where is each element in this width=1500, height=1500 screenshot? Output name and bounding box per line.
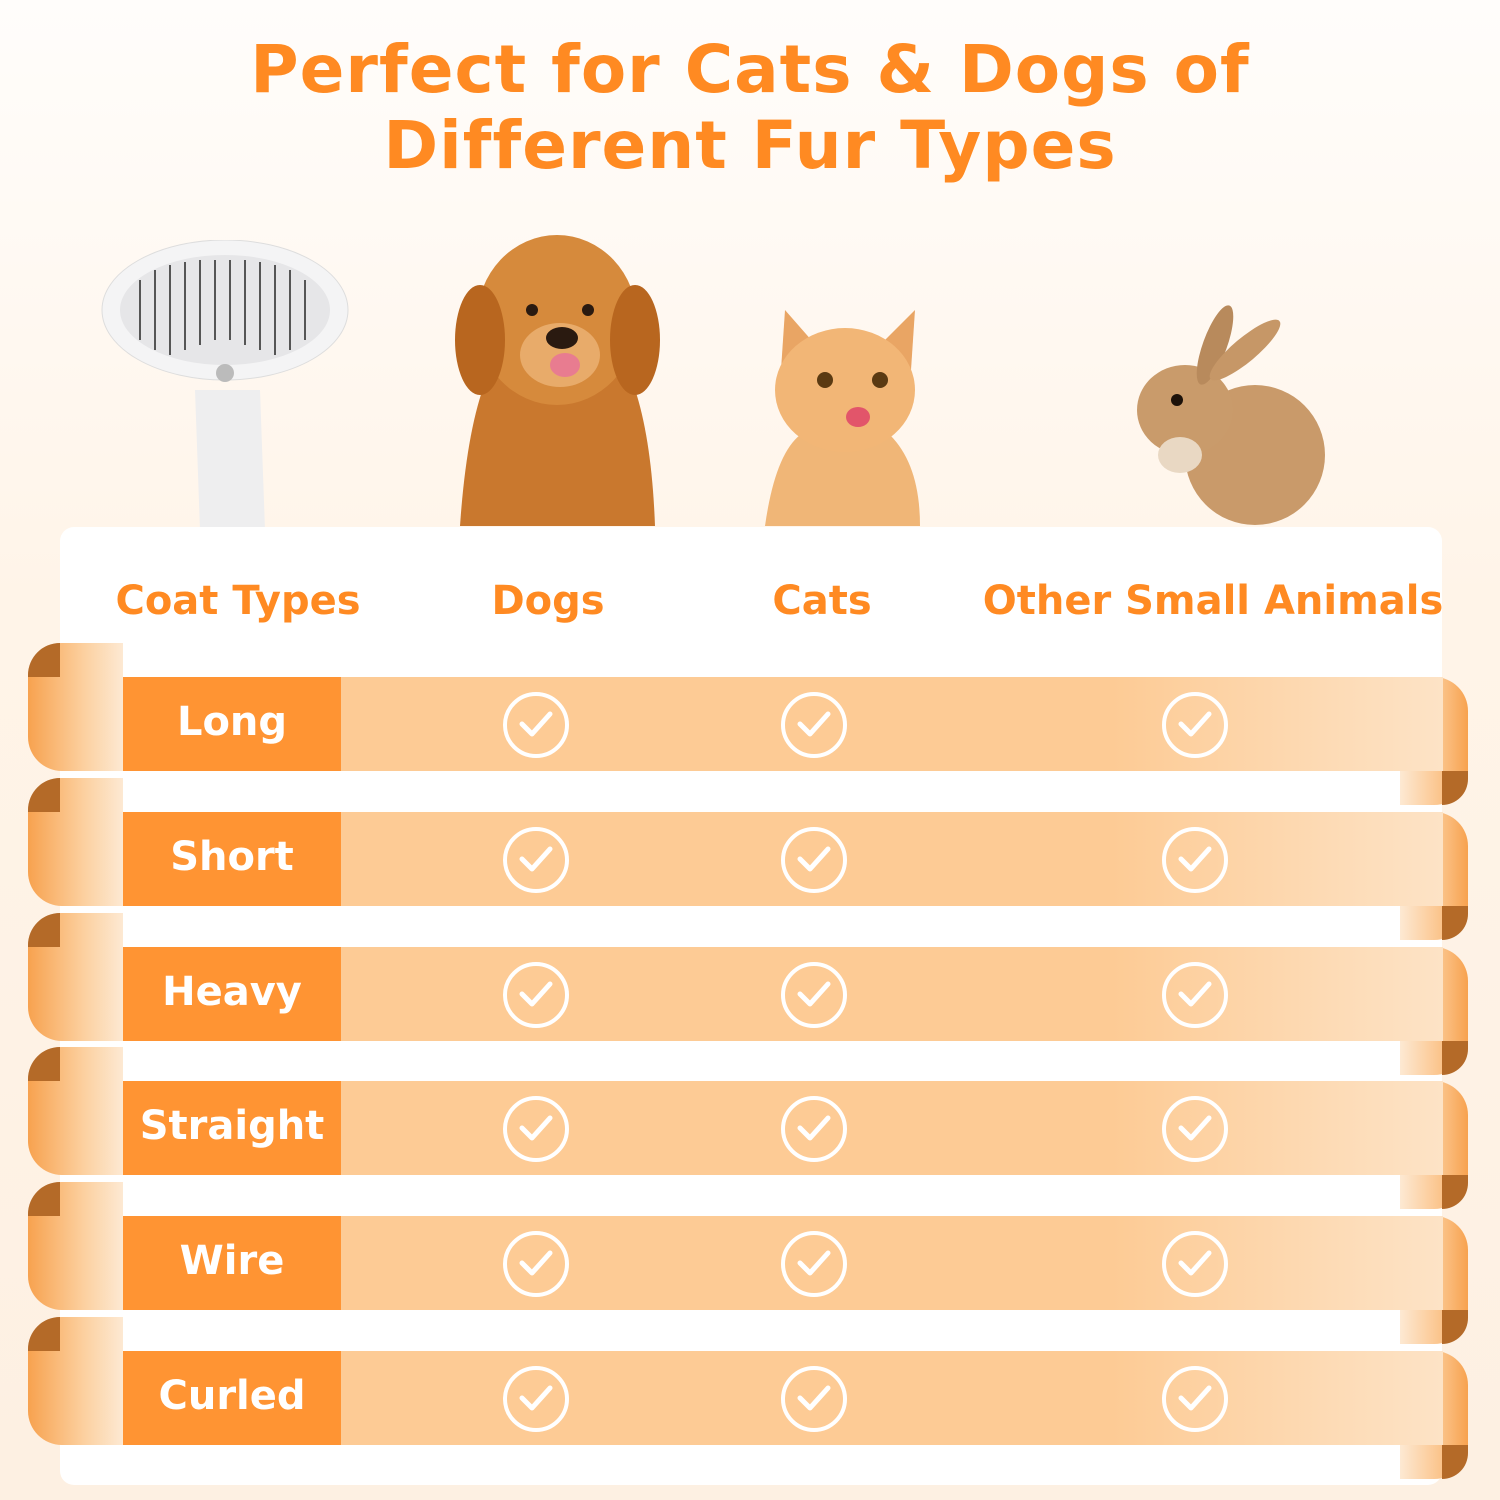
coat-type-label: Straight <box>123 1081 341 1175</box>
check-circle-icon <box>781 962 847 1028</box>
check-circle-icon <box>781 1096 847 1162</box>
check-circle-icon <box>503 962 569 1028</box>
check-circle-icon <box>503 1231 569 1297</box>
check-circle-icon <box>1162 1231 1228 1297</box>
table-row: Wire <box>0 1182 1500 1344</box>
page-title: Perfect for Cats & Dogs of Different Fur… <box>250 31 1250 184</box>
ribbon-curl-left <box>28 1047 123 1175</box>
header-dogs: Dogs <box>491 578 605 624</box>
ribbon-curl-left <box>28 643 123 771</box>
check-circle-icon <box>781 692 847 758</box>
header-other-small-animals: Other Small Animals <box>982 578 1444 624</box>
table-row: Curled <box>0 1317 1500 1479</box>
table-row: Long <box>0 643 1500 805</box>
check-circle-icon <box>503 1366 569 1432</box>
check-circle-icon <box>1162 1366 1228 1432</box>
brush-image <box>101 240 349 530</box>
rabbit-image <box>1137 305 1325 525</box>
check-circle-icon <box>503 692 569 758</box>
coat-type-label: Heavy <box>123 947 341 1041</box>
check-circle-icon <box>503 827 569 893</box>
ribbon-curl-left <box>28 1182 123 1310</box>
check-circle-icon <box>1162 827 1228 893</box>
ribbon-curl-left <box>28 778 123 906</box>
check-circle-icon <box>503 1096 569 1162</box>
table-row: Straight <box>0 1047 1500 1209</box>
ribbon-curl-left <box>28 913 123 1041</box>
check-circle-icon <box>1162 692 1228 758</box>
coat-type-label: Short <box>123 812 341 906</box>
check-circle-icon <box>781 1366 847 1432</box>
header-coat-types: Coat Types <box>115 578 361 624</box>
check-circle-icon <box>1162 1096 1228 1162</box>
coat-type-label: Curled <box>123 1351 341 1445</box>
cat-image <box>765 310 920 526</box>
table-row: Short <box>0 778 1500 940</box>
check-circle-icon <box>1162 962 1228 1028</box>
coat-type-label: Long <box>123 677 341 771</box>
table-row: Heavy <box>0 913 1500 1075</box>
check-circle-icon <box>781 827 847 893</box>
dog-image <box>455 235 660 526</box>
check-circle-icon <box>781 1231 847 1297</box>
header-cats: Cats <box>772 578 872 624</box>
ribbon-curl-left <box>28 1317 123 1445</box>
coat-type-label: Wire <box>123 1216 341 1310</box>
